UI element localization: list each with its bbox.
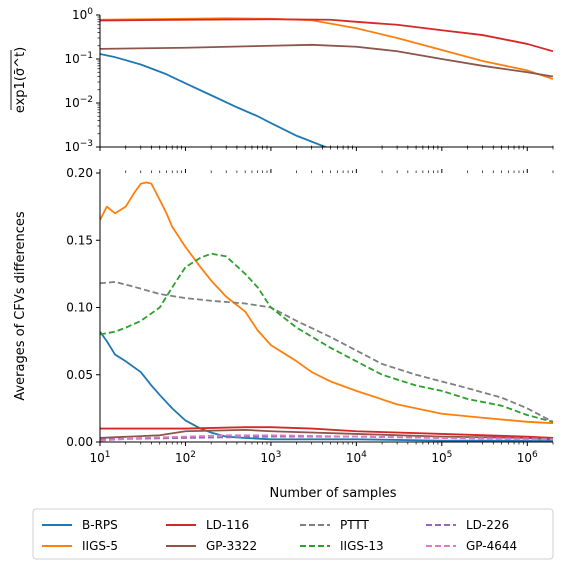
- y-tick-label: 0.05: [66, 368, 93, 382]
- legend-label-b-rps: B-RPS: [82, 518, 118, 532]
- y-axis-label-top-text: exp1(σ̄^t): [13, 47, 28, 113]
- legend-label-ld-226: LD-226: [466, 518, 509, 532]
- y-tick-label: 10−2: [64, 95, 93, 110]
- x-axis-label: Number of samples: [269, 486, 396, 501]
- series-line-iigs-5: [100, 17, 553, 80]
- series-line-pttt: [100, 281, 553, 423]
- legend-label-iigs-5: IIGS-5: [82, 539, 118, 553]
- x-tick-label: 102: [175, 450, 196, 465]
- series-line-iigs-5: [100, 181, 553, 425]
- series-line-ld-116: [100, 18, 553, 53]
- legend-label-pttt: PTTT: [340, 518, 369, 532]
- y-tick-label: 0.10: [66, 301, 93, 315]
- x-tick-label: 101: [89, 450, 110, 465]
- legend-label-ld-116: LD-116: [206, 518, 249, 532]
- top-panel: 100 10−1 10−2 10−3: [64, 7, 554, 154]
- y-axis-label-bottom: Averages of CFVs differences: [13, 211, 28, 401]
- series-line-gp-4644: [100, 434, 553, 442]
- series-line-b-rps: [100, 331, 553, 442]
- x-tick-label: 103: [260, 450, 281, 465]
- x-tick-label: 104: [346, 450, 367, 465]
- x-tick-label: 105: [431, 450, 452, 465]
- series-line-iigs-13: [100, 252, 553, 423]
- series-line-gp-3322: [100, 43, 553, 78]
- legend: B-RPS IIGS-5 LD-116 GP-3322 PTTT IIGS-13 LD-22…: [32, 508, 554, 560]
- legend-frame: [32, 508, 554, 560]
- legend-label-gp-3322: GP-3322: [206, 539, 257, 553]
- y-axis-label-top: exp1(σ̄^t): [10, 47, 28, 113]
- y-tick-label: 10−3: [64, 139, 93, 154]
- legend-label-gp-4644: GP-4644: [466, 539, 517, 553]
- y-tick-label: 0.00: [66, 435, 93, 449]
- y-tick-label: 100: [72, 7, 93, 22]
- y-tick-label: 0.20: [66, 166, 93, 180]
- x-tick-label: 106: [517, 450, 538, 465]
- y-tick-label: 0.15: [66, 233, 93, 247]
- legend-label-iigs-13: IIGS-13: [340, 539, 384, 553]
- series-line-b-rps: [100, 53, 328, 147]
- bottom-panel: 0.00 0.05 0.10 0.15 0.20 101 102 103 104 105 106: [66, 166, 554, 465]
- y-tick-label: 10−1: [64, 51, 93, 66]
- series-line-ld-116: [100, 426, 553, 439]
